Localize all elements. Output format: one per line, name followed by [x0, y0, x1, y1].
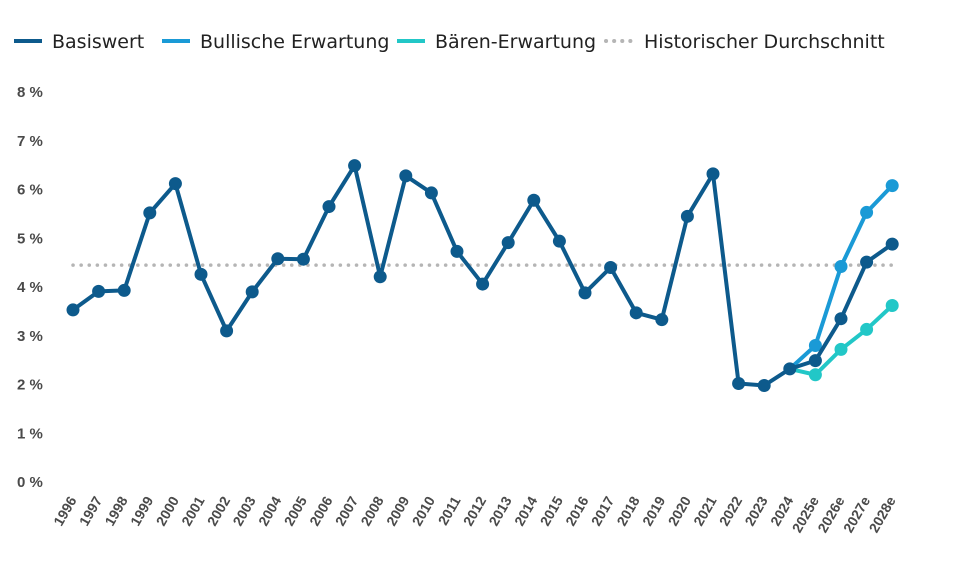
- x-tick-label: 2013: [485, 493, 515, 528]
- data-point-basiswert: [655, 313, 669, 327]
- data-point-bullische-erwartung: [860, 205, 874, 219]
- legend-label: Bären-Erwartung: [435, 31, 596, 53]
- x-tick-label: 2018: [613, 493, 643, 528]
- data-point-basiswert: [399, 169, 413, 183]
- x-tick-label: 2006: [306, 493, 336, 528]
- data-point-basiswert: [552, 234, 566, 248]
- x-tick-label: 1999: [127, 493, 157, 528]
- data-point-basiswert: [604, 261, 618, 274]
- data-point-bullische-erwartung: [834, 260, 848, 274]
- y-axis: 0 % 1 % 2 % 3 % 4 % 5 % 6 % 7 % 8 %: [17, 84, 43, 491]
- x-tick-label: 2021: [690, 493, 720, 528]
- data-point-basiswert: [680, 209, 694, 223]
- data-point-basiswert: [66, 303, 80, 317]
- data-point-basiswert: [834, 312, 848, 326]
- data-point-baeren-erwartung: [808, 368, 822, 382]
- legend-label: Basiswert: [52, 31, 144, 53]
- y-tick-label: 1 %: [17, 425, 43, 442]
- data-point-basiswert: [424, 186, 438, 200]
- data-point-basiswert: [706, 167, 720, 181]
- x-tick-label: 2020: [665, 493, 695, 528]
- data-point-basiswert: [578, 286, 592, 300]
- data-point-basiswert: [476, 277, 490, 291]
- x-tick-label: 2009: [383, 493, 413, 528]
- x-tick-label: 2014: [511, 493, 541, 528]
- y-tick-label: 2 %: [17, 377, 43, 394]
- data-point-basiswert: [220, 324, 234, 338]
- x-axis: 1996199719981999200020012002200320042005…: [50, 493, 899, 535]
- data-point-basiswert: [271, 252, 285, 266]
- data-point-baeren-erwartung: [834, 342, 848, 356]
- x-tick-label: 2004: [255, 493, 285, 528]
- data-point-bullische-erwartung: [885, 179, 899, 193]
- x-tick-label: 1997: [76, 493, 106, 528]
- data-point-basiswert: [501, 236, 515, 250]
- data-point-basiswert: [629, 306, 643, 320]
- data-point-basiswert: [783, 362, 797, 376]
- data-point-basiswert: [117, 283, 131, 297]
- x-tick-label: 2012: [460, 493, 490, 528]
- x-tick-label: 1996: [50, 493, 80, 528]
- x-tick-label: 2002: [204, 493, 234, 528]
- data-point-basiswert: [808, 354, 822, 368]
- x-tick-label: 2010: [409, 493, 439, 528]
- series-line-bullische-erwartung: [787, 183, 895, 371]
- y-tick-label: 7 %: [17, 133, 43, 150]
- x-tick-label: 2028e: [865, 493, 898, 535]
- x-tick-label: 2003: [229, 493, 259, 528]
- data-point-basiswert: [296, 252, 310, 266]
- y-tick-label: 0 %: [17, 474, 43, 491]
- x-tick-label: 2015: [537, 493, 567, 528]
- x-tick-label: 2022: [716, 493, 746, 528]
- x-tick-label: 2011: [435, 493, 464, 527]
- data-point-basiswert: [450, 244, 464, 258]
- data-point-basiswert: [732, 377, 746, 391]
- data-point-basiswert: [527, 193, 541, 207]
- legend-label: Historischer Durchschnitt: [644, 31, 885, 53]
- y-tick-label: 8 %: [17, 84, 43, 101]
- x-tick-label: 2016: [562, 493, 592, 528]
- y-tick-label: 6 %: [17, 182, 43, 199]
- data-point-bullische-erwartung: [808, 339, 822, 352]
- y-tick-label: 4 %: [17, 279, 43, 296]
- data-point-basiswert: [860, 255, 874, 269]
- data-point-basiswert: [92, 284, 106, 298]
- y-tick-label: 3 %: [17, 328, 43, 345]
- data-point-basiswert: [348, 159, 362, 173]
- x-tick-label: 2023: [741, 493, 771, 528]
- data-point-basiswert: [168, 177, 182, 191]
- legend: Basiswert Bullische Erwartung Bären-Erwart…: [14, 31, 885, 53]
- data-point-basiswert: [194, 267, 208, 281]
- data-point-basiswert: [245, 285, 259, 299]
- plot-area: [66, 159, 899, 392]
- y-tick-label: 5 %: [17, 230, 43, 247]
- x-tick-label: 2017: [588, 493, 618, 528]
- data-point-basiswert: [143, 206, 157, 220]
- legend-label: Bullische Erwartung: [200, 31, 389, 53]
- data-point-basiswert: [885, 237, 899, 251]
- x-tick-label: 2001: [178, 493, 208, 528]
- x-tick-label: 2007: [332, 493, 362, 528]
- x-tick-label: 1998: [101, 493, 131, 528]
- data-point-basiswert: [373, 270, 387, 284]
- data-point-basiswert: [322, 200, 336, 214]
- data-point-basiswert: [757, 378, 771, 392]
- x-tick-label: 2005: [281, 493, 311, 528]
- x-tick-label: 2019: [639, 493, 669, 528]
- x-tick-label: 2000: [153, 493, 183, 528]
- data-point-baeren-erwartung: [885, 299, 899, 313]
- data-point-baeren-erwartung: [860, 322, 874, 336]
- x-tick-label: 2008: [357, 493, 387, 528]
